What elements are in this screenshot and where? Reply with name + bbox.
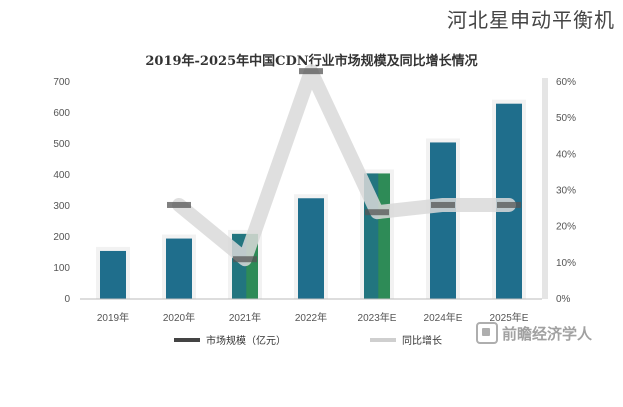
bar [166, 238, 192, 299]
growth-marker [431, 201, 455, 208]
y-left-tick-label: 400 [53, 170, 70, 181]
y-right-tick-label: 50% [556, 113, 576, 124]
y-left-tick-label: 700 [53, 77, 70, 88]
growth-marker [299, 68, 323, 75]
chart-legend: 市场规模（亿元） 同比增长 [0, 332, 623, 352]
y-right-tick-label: 60% [556, 77, 576, 88]
x-tick-label: 2024年E [424, 311, 463, 324]
logo: 前瞻经济学人 [476, 322, 592, 344]
logo-icon [476, 322, 498, 344]
x-tick-label: 2025年E [490, 311, 529, 324]
legend-item-market-size: 市场规模（亿元） [174, 332, 286, 347]
x-tick-label: 2019年 [97, 311, 129, 324]
y-right-tick-label: 40% [556, 149, 576, 160]
legend-label-growth: 同比增长 [402, 336, 442, 347]
y-left-tick-label: 600 [53, 108, 70, 119]
growth-marker [497, 201, 521, 208]
logo-text: 前瞻经济学人 [502, 324, 593, 343]
y-left-tick-label: 100 [53, 263, 70, 274]
y-right-tick-label: 20% [556, 222, 576, 233]
bar [430, 142, 456, 299]
bar [298, 198, 324, 299]
chart-title: 2019年-2025年中国CDN行业市场规模及同比增长情况 [145, 54, 478, 69]
y-left-tick-label: 0 [64, 294, 70, 305]
legend-swatch-line [370, 337, 396, 342]
x-tick-label: 2023年E [358, 311, 397, 324]
y-left-tick-label: 500 [53, 139, 70, 150]
x-tick-label: 2020年 [163, 311, 195, 324]
y-right-tick-label: 10% [556, 258, 576, 269]
x-tick-label: 2021年 [229, 311, 261, 324]
legend-swatch-bar [174, 337, 200, 342]
y-right-tick-label: 0% [556, 294, 571, 305]
y-left-tick-label: 200 [53, 232, 70, 243]
growth-marker [167, 201, 191, 208]
legend-label-market-size: 市场规模（亿元） [206, 336, 286, 347]
legend-item-growth: 同比增长 [370, 332, 442, 347]
growth-marker [365, 209, 389, 216]
growth-marker [233, 256, 257, 263]
y-left-tick-label: 300 [53, 201, 70, 212]
bar [100, 250, 126, 299]
watermark-text: 河北星申动平衡机 [447, 8, 615, 32]
y-right-tick-label: 30% [556, 186, 576, 197]
x-tick-label: 2022年 [295, 311, 327, 324]
